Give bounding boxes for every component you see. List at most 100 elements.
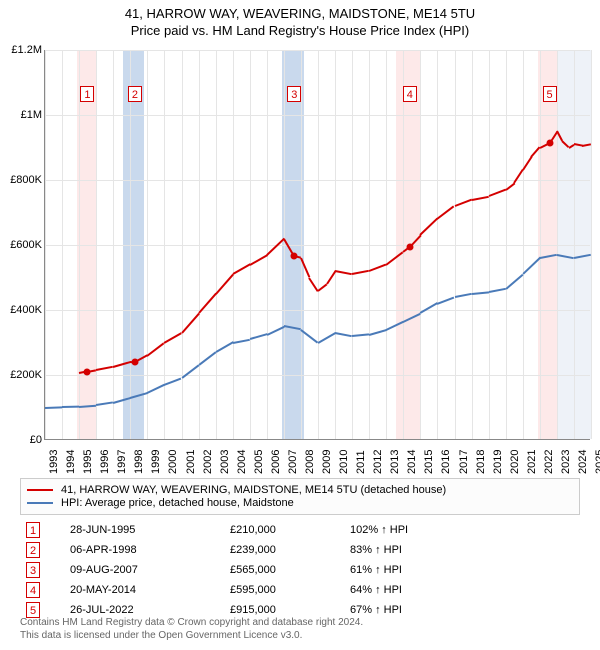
gridline-v [164,50,165,439]
table-marker-box: 1 [26,522,40,538]
x-tick-label: 2010 [338,450,350,474]
series-segment [164,332,182,343]
gridline-v [130,50,131,439]
gridline-v [523,50,524,439]
y-tick-label: £800K [2,174,42,186]
x-tick-label: 2014 [406,450,418,474]
gridline-v [591,50,592,439]
marker-box: 1 [80,86,94,102]
table-price: £565,000 [230,564,350,576]
gridline-v [267,50,268,439]
table-marker-box: 3 [26,562,40,578]
series-segment [352,270,369,275]
gridline-v [318,50,319,439]
gridline-v [182,50,183,439]
table-pct-vs-hpi: 67% ↑ HPI [350,604,490,616]
x-tick-label: 1998 [133,450,145,474]
legend-item: HPI: Average price, detached house, Maid… [27,497,573,509]
table-row: 309-AUG-2007£565,00061% ↑ HPI [20,560,580,580]
series-segment [250,334,267,340]
gridline-v [352,50,353,439]
x-tick-label: 2021 [526,450,538,474]
series-segment [505,274,523,290]
series-segment [147,384,165,394]
x-tick-label: 2013 [389,450,401,474]
y-tick-label: £1.2M [2,44,42,56]
table-pct-vs-hpi: 64% ↑ HPI [350,584,490,596]
marker-dot [131,359,138,366]
series-segment [215,274,234,295]
x-tick-label: 2009 [321,450,333,474]
gridline-v [250,50,251,439]
y-tick-label: £600K [2,239,42,251]
series-segment [471,291,488,294]
gridline-v [199,50,200,439]
table-pct-vs-hpi: 102% ↑ HPI [350,524,490,536]
gridline-v [386,50,387,439]
legend-swatch [27,489,53,491]
x-tick-label: 1997 [116,450,128,474]
table-row: 128-JUN-1995£210,000102% ↑ HPI [20,520,580,540]
legend-label: HPI: Average price, detached house, Maid… [61,497,294,509]
marker-box: 3 [287,86,301,102]
x-tick-label: 2015 [423,450,435,474]
series-segment [352,334,369,337]
y-tick-label: £0 [2,434,42,446]
gridline-v [574,50,575,439]
x-tick-label: 2022 [543,450,555,474]
x-tick-label: 2008 [304,450,316,474]
plot-area: 12345 [44,50,590,440]
series-segment [488,189,506,197]
legend-swatch [27,502,53,504]
x-tick-label: 2025 [594,450,600,474]
y-tick-label: £400K [2,304,42,316]
series-segment [335,270,352,275]
gridline-v [301,50,302,439]
footer: Contains HM Land Registry data © Crown c… [20,616,580,642]
table-date: 06-APR-1998 [70,544,230,556]
series-segment [96,402,113,406]
x-tick-label: 1996 [99,450,111,474]
x-tick-label: 2002 [202,450,214,474]
gridline-v [284,50,285,439]
series-segment [471,195,488,200]
gridline-v [437,50,438,439]
series-segment [147,342,165,357]
gridline-v [472,50,473,439]
series-segment [45,406,62,408]
gridline-v [96,50,97,439]
x-tick-label: 2018 [475,450,487,474]
series-segment [249,254,267,265]
x-tick-label: 2024 [577,450,589,474]
gridline-v [369,50,370,439]
x-tick-label: 1995 [82,450,94,474]
table-marker-box: 4 [26,582,40,598]
series-segment [318,332,336,343]
gridline-v [420,50,421,439]
gridline-v [506,50,507,439]
series-segment [454,293,471,298]
marker-box: 2 [128,86,142,102]
gridline-v [45,50,46,439]
gridline-v [216,50,217,439]
x-tick-label: 1999 [150,450,162,474]
x-tick-label: 2019 [492,450,504,474]
table-date: 26-JUL-2022 [70,604,230,616]
gridline-v [233,50,234,439]
table-row: 206-APR-1998£239,00083% ↑ HPI [20,540,580,560]
marker-dot [84,368,91,375]
marker-box: 5 [543,86,557,102]
gridline-v [79,50,80,439]
series-segment [198,352,216,366]
gridline-v [335,50,336,439]
gridline-v [147,50,148,439]
x-tick-label: 1994 [65,450,77,474]
x-tick-label: 2012 [372,450,384,474]
table-row: 420-MAY-2014£595,00064% ↑ HPI [20,580,580,600]
gridline-v [557,50,558,439]
series-segment [232,264,250,275]
gridline-v [540,50,541,439]
table-date: 09-AUG-2007 [70,564,230,576]
series-segment [181,365,199,379]
table-price: £915,000 [230,604,350,616]
